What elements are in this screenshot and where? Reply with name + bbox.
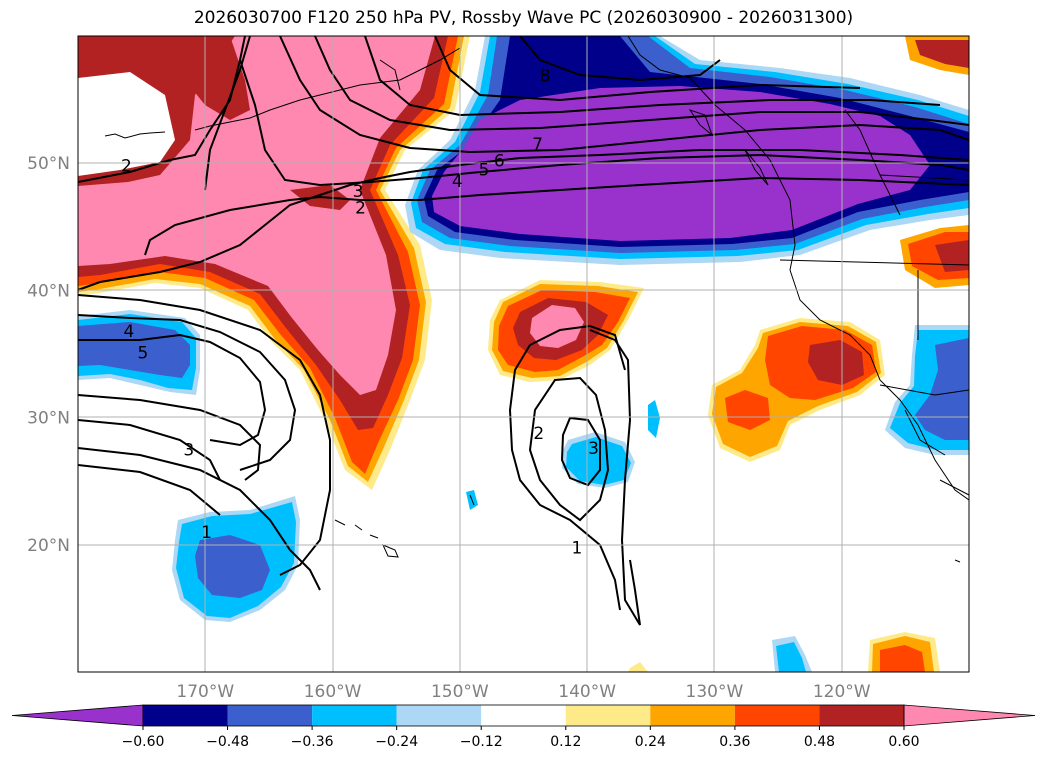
bottom-anomalies — [628, 632, 940, 672]
lon-label: 160°W — [304, 682, 362, 702]
lat-label: 20°N — [27, 536, 70, 556]
colorbar-swatch — [396, 705, 482, 726]
colorbar — [11, 704, 1036, 727]
lon-label: 140°W — [558, 682, 616, 702]
latitude-labels: 50°N 40°N 30°N 20°N — [27, 154, 70, 556]
negative-anomaly-southwest — [172, 496, 300, 622]
contour-label: 1 — [201, 523, 212, 543]
pv-shading — [78, 36, 969, 672]
contour-label: 3 — [183, 440, 194, 460]
colorbar-swatch — [227, 705, 313, 726]
colorbar-frame — [142, 704, 905, 727]
colorbar-swatch — [819, 705, 904, 726]
colorbar-swatch — [903, 704, 1036, 727]
gridlines — [78, 36, 969, 672]
colorbar-swatch — [565, 705, 651, 726]
contour-label: 4 — [124, 322, 135, 342]
contour-label: 3 — [353, 182, 364, 202]
colorbar-tick-label: −0.48 — [206, 734, 249, 750]
contour-label: 2 — [533, 424, 544, 444]
colorbar-tick-label: 0.60 — [888, 734, 919, 750]
contour-label: 2 — [355, 199, 366, 219]
colorbar-tick-label: 0.48 — [804, 734, 835, 750]
colorbar-ticks: −0.60 −0.48 −0.36 −0.24 −0.12 0.12 0.24 0.36 0.4… — [122, 726, 920, 750]
lat-label: 40°N — [27, 281, 70, 301]
lat-label: 30°N — [27, 409, 70, 429]
contour-label: 5 — [479, 161, 490, 181]
figure-title: 2026030700 F120 250 hPa PV, Rossby Wave … — [193, 8, 854, 28]
longitude-labels: 170°W 160°W 150°W 140°W 130°W 120°W — [176, 682, 870, 702]
contour-label: 8 — [540, 66, 551, 86]
positive-anomaly-west — [78, 36, 470, 490]
colorbar-tick-label: 0.24 — [635, 734, 666, 750]
contour-label: 7 — [532, 135, 543, 155]
lon-label: 130°W — [686, 682, 744, 702]
colorbar-tick-label: 0.36 — [719, 734, 750, 750]
colorbar-tick-label: −0.12 — [460, 734, 503, 750]
negative-anomaly-central — [466, 400, 660, 510]
positive-anomaly-northeast — [900, 36, 969, 288]
contour-label: 2 — [121, 157, 132, 177]
colorbar-tick-label: 0.12 — [550, 734, 581, 750]
colorbar-swatch — [481, 705, 566, 726]
contour-lines — [78, 36, 969, 626]
contour-label: 4 — [452, 172, 463, 192]
contour-label: 6 — [494, 152, 505, 172]
contour-label: 3 — [588, 439, 599, 459]
lon-label: 120°W — [813, 682, 871, 702]
colorbar-swatch — [734, 705, 820, 726]
contour-label: 1 — [572, 538, 583, 558]
colorbar-tick-label: −0.24 — [375, 734, 418, 750]
colorbar-swatch — [312, 705, 397, 726]
lon-label: 170°W — [176, 682, 234, 702]
colorbar-swatch — [650, 705, 735, 726]
colorbar-tick-label: −0.60 — [122, 734, 165, 750]
lat-label: 50°N — [27, 154, 70, 174]
plot-frame — [77, 35, 970, 673]
negative-anomaly-west — [78, 310, 200, 395]
lon-label: 150°W — [431, 682, 489, 702]
colorbar-tick-label: −0.36 — [291, 734, 334, 750]
contour-label: 5 — [138, 344, 149, 364]
positive-anomaly-east — [708, 318, 885, 462]
colorbar-swatch — [11, 704, 144, 727]
colorbar-swatch — [143, 705, 228, 726]
